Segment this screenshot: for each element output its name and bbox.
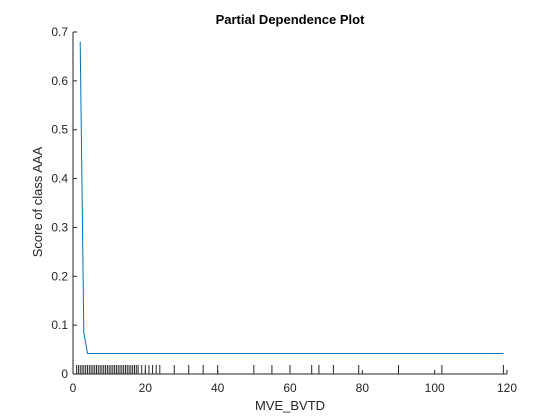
y-axis: 0 0.1 0.2 0.3 0.4 0.5 0.6 0.7 — [51, 25, 77, 381]
x-tick-label: 60 — [283, 381, 297, 395]
series-group — [79, 41, 504, 354]
y-tick-label: 0.7 — [51, 25, 68, 39]
y-tick-label: 0 — [61, 367, 68, 381]
x-tick-label: 100 — [425, 381, 445, 395]
y-axis-label: Score of class AAA — [30, 146, 45, 257]
x-tick-label: 40 — [211, 381, 225, 395]
series-line — [79, 41, 504, 354]
y-tick-label: 0.3 — [51, 220, 68, 234]
y-tick-label: 0.5 — [51, 123, 68, 137]
x-tick-label: 120 — [497, 381, 517, 395]
x-tick-label: 20 — [139, 381, 153, 395]
chart-title: Partial Dependence Plot — [216, 12, 365, 27]
y-tick-label: 0.1 — [51, 318, 68, 332]
rug-marks — [76, 365, 504, 374]
y-tick-label: 0.2 — [51, 269, 68, 283]
y-tick-label: 0.4 — [51, 172, 68, 186]
x-axis: 0 20 40 60 80 100 120 — [70, 370, 517, 395]
x-tick-label: 0 — [70, 381, 77, 395]
x-tick-label: 80 — [356, 381, 370, 395]
y-tick-label: 0.6 — [51, 74, 68, 88]
x-axis-label: MVE_BVTD — [255, 398, 325, 413]
